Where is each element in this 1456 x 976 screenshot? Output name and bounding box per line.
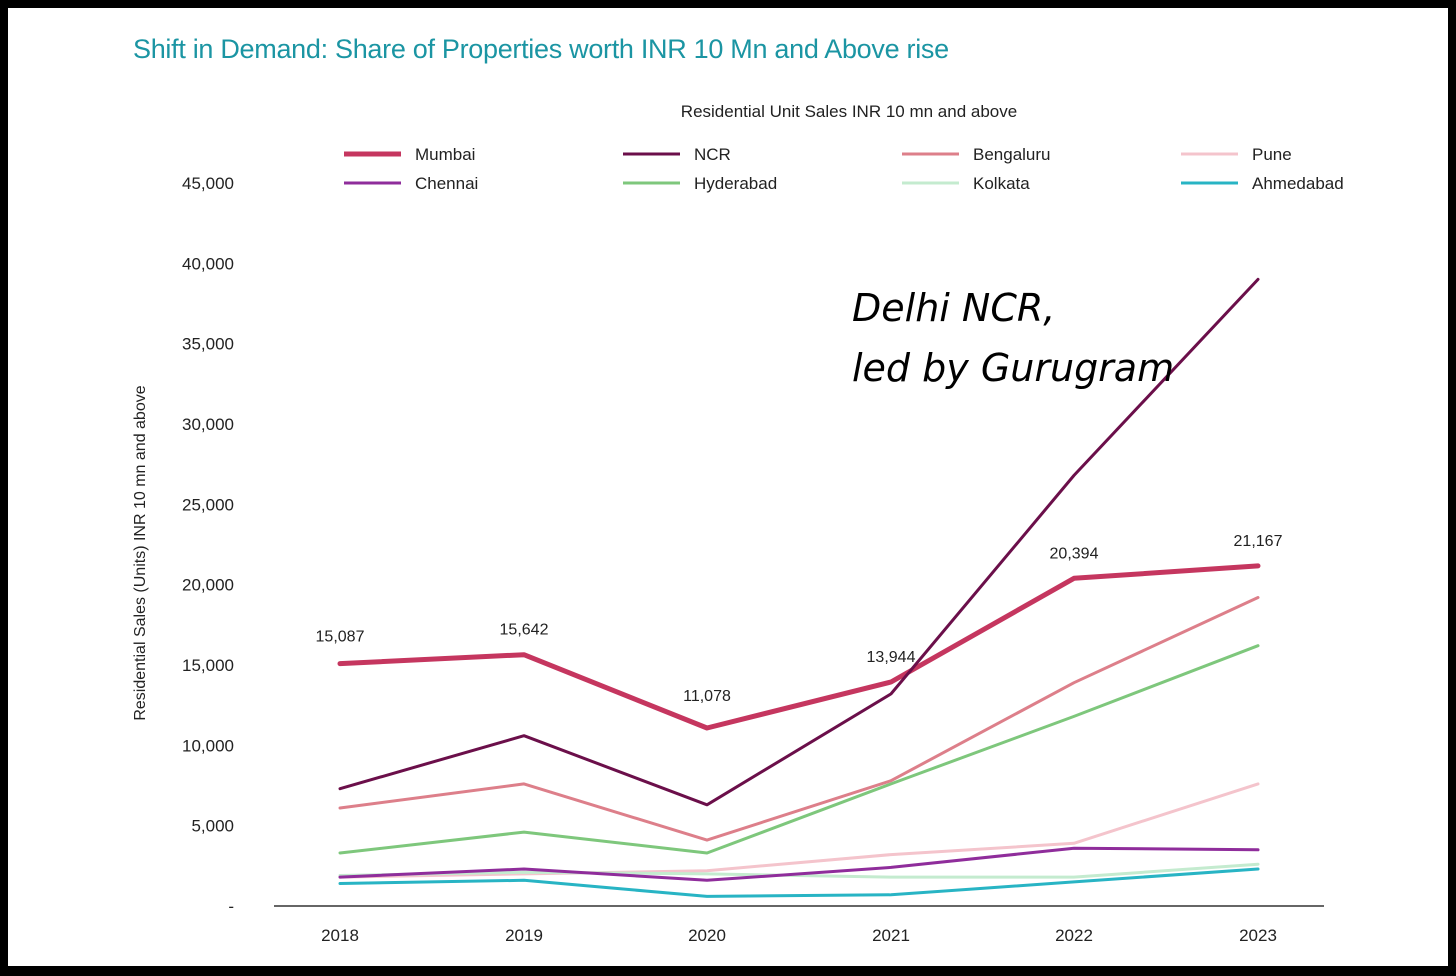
- y-tick-label: 10,000: [182, 736, 234, 755]
- legend-label-ahmedabad: Ahmedabad: [1252, 174, 1344, 193]
- series-line-ncr: [338, 277, 1260, 807]
- x-tick-label: 2018: [321, 926, 359, 945]
- x-tick-label: 2023: [1239, 926, 1277, 945]
- legend-label-kolkata: Kolkata: [973, 174, 1030, 193]
- annotation-line-2: led by Gurugram: [852, 346, 1174, 390]
- y-tick-label: 15,000: [182, 656, 234, 675]
- x-tick-label: 2021: [872, 926, 910, 945]
- series-line-hyderabad: [338, 644, 1260, 855]
- legend-label-ncr: NCR: [694, 145, 731, 164]
- legend-label-mumbai: Mumbai: [415, 145, 475, 164]
- x-tick-label: 2022: [1055, 926, 1093, 945]
- series-line-ahmedabad: [338, 867, 1260, 898]
- series-line-mumbai: [337, 563, 1261, 731]
- data-label-mumbai: 13,944: [867, 649, 916, 666]
- data-label-mumbai: 21,167: [1234, 533, 1283, 550]
- series-line-bengaluru: [338, 596, 1260, 842]
- page-title: Shift in Demand: Share of Properties wor…: [133, 34, 949, 64]
- x-axis-ticks: 2018 2019 2020 2021 2022 2023: [321, 926, 1277, 945]
- data-label-mumbai: 20,394: [1050, 545, 1099, 562]
- y-axis-label: Residential Sales (Units) INR 10 mn and …: [132, 385, 149, 720]
- y-tick-label: 35,000: [182, 335, 234, 354]
- data-label-mumbai: 11,078: [683, 688, 731, 705]
- x-tick-label: 2020: [688, 926, 726, 945]
- y-axis-ticks: - 5,000 10,000 15,000 20,000 25,000 30,000 35,0…: [182, 174, 234, 916]
- chart-frame: Shift in Demand: Share of Properties wor…: [8, 8, 1448, 966]
- series-line-pune: [338, 782, 1260, 879]
- data-label-mumbai: 15,087: [316, 629, 365, 646]
- series-lines: [337, 277, 1261, 898]
- legend-label-hyderabad: Hyderabad: [694, 174, 777, 193]
- data-label-mumbai: 15,642: [500, 622, 549, 639]
- legend-label-bengaluru: Bengaluru: [973, 145, 1051, 164]
- legend: Mumbai NCR Bengaluru Pune Chennai Hyderabad Ko…: [344, 145, 1344, 193]
- series-line-kolkata: [338, 862, 1260, 879]
- chart-subtitle: Residential Unit Sales INR 10 mn and abo…: [681, 102, 1017, 121]
- legend-label-chennai: Chennai: [415, 174, 478, 193]
- y-tick-label: 20,000: [182, 576, 234, 595]
- y-tick-label: 40,000: [182, 254, 234, 273]
- line-chart: Residential Unit Sales INR 10 mn and abo…: [132, 102, 1344, 945]
- legend-label-pune: Pune: [1252, 145, 1292, 164]
- annotation-line-1: Delhi NCR,: [852, 286, 1055, 330]
- y-tick-label: -: [228, 897, 234, 916]
- y-tick-label: 45,000: [182, 174, 234, 193]
- y-tick-label: 5,000: [191, 817, 234, 836]
- series-line-chennai: [338, 846, 1260, 882]
- y-tick-label: 30,000: [182, 415, 234, 434]
- y-tick-label: 25,000: [182, 495, 234, 514]
- x-tick-label: 2019: [505, 926, 543, 945]
- data-labels: 15,087 15,642 11,078 13,944 20,394 21,167: [316, 533, 1283, 705]
